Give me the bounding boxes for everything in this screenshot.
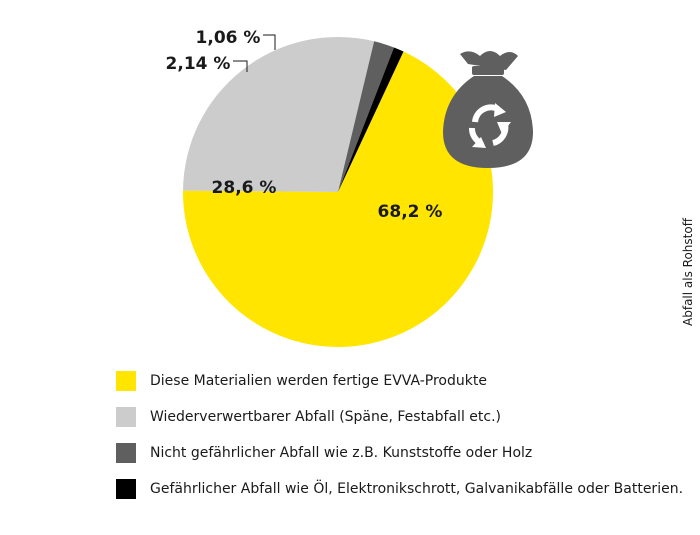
legend-swatch: [116, 407, 136, 427]
side-label: Abfall als Rohstoff: [681, 218, 695, 326]
data-label: 68,2 %: [378, 202, 443, 222]
legend-item: Diese Materialien werden fertige EVVA-Pr…: [116, 370, 683, 392]
legend-swatch: [116, 371, 136, 391]
legend: Diese Materialien werden fertige EVVA-Pr…: [116, 370, 683, 514]
legend-swatch: [116, 443, 136, 463]
recycling-bag-icon: [443, 51, 533, 168]
legend-item: Wiederverwertbarer Abfall (Späne, Festab…: [116, 406, 683, 428]
data-label: 1,06 %: [196, 28, 261, 48]
slice-products: [183, 51, 493, 348]
pie-slices: [183, 36, 493, 348]
leader-line: [233, 60, 248, 72]
legend-label: Wiederverwertbarer Abfall (Späne, Festab…: [150, 409, 501, 425]
legend-label: Gefährlicher Abfall wie Öl, Elektroniksc…: [150, 481, 684, 497]
legend-item: Gefährlicher Abfall wie Öl, Elektroniksc…: [116, 478, 683, 500]
leader-line: [263, 34, 276, 50]
slice-non-hazardous: [338, 41, 395, 192]
leader-lines: [233, 34, 276, 72]
data-label: 2,14 %: [166, 54, 231, 74]
legend-label: Diese Materialien werden fertige EVVA-Pr…: [150, 373, 487, 389]
legend-label: Nicht gefährlicher Abfall wie z.B. Kunst…: [150, 445, 533, 461]
data-labels: 68,2 % 28,6 % 2,14 % 1,06 %: [166, 28, 443, 222]
data-label: 28,6 %: [212, 178, 277, 198]
legend-item: Nicht gefährlicher Abfall wie z.B. Kunst…: [116, 442, 683, 464]
slice-recyclable: [183, 36, 375, 192]
legend-swatch: [116, 479, 136, 499]
slice-hazardous: [338, 47, 404, 192]
